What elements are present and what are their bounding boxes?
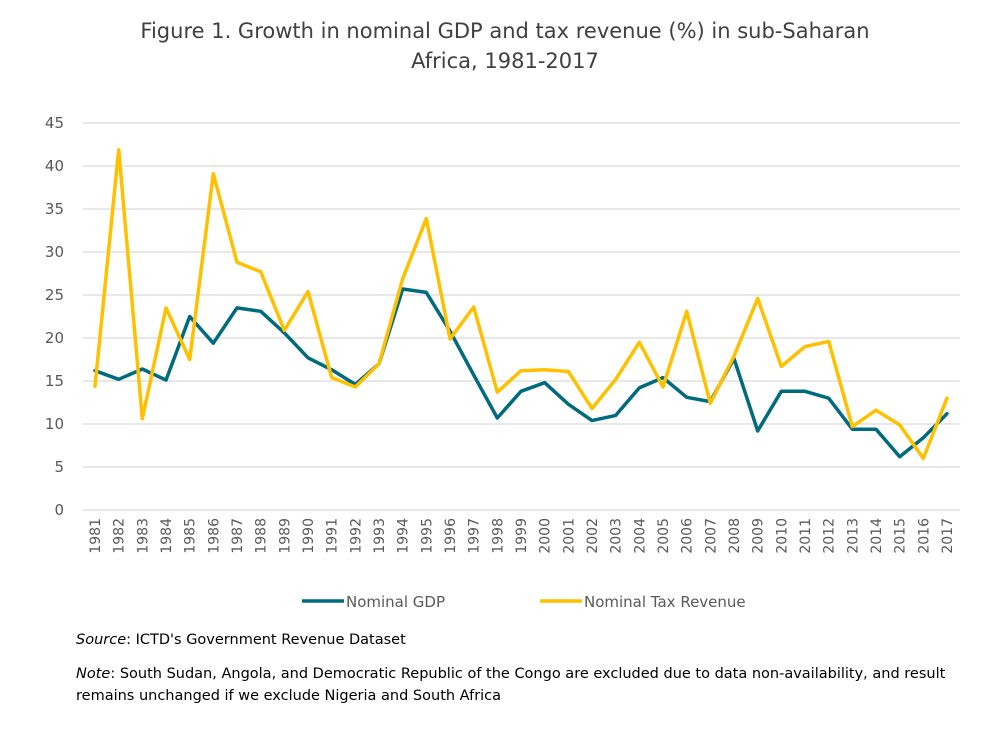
y-tick-label: 30 xyxy=(45,243,64,261)
x-tick-label: 1993 xyxy=(372,518,388,554)
x-tick-label: 1994 xyxy=(396,518,412,554)
x-tick-label: 1990 xyxy=(301,518,317,554)
note-text: : South Sudan, Angola, and Democratic Re… xyxy=(76,666,946,704)
x-tick-label: 2002 xyxy=(585,518,601,554)
y-tick-label: 15 xyxy=(45,372,64,390)
x-tick-label: 2013 xyxy=(845,518,861,554)
legend-label: Nominal GDP xyxy=(346,593,445,611)
source-text: : ICTD's Government Revenue Dataset xyxy=(126,632,406,648)
legend-label: Nominal Tax Revenue xyxy=(584,593,746,611)
x-tick-label: 2009 xyxy=(751,518,767,554)
x-tick-label: 1999 xyxy=(514,518,530,554)
y-tick-label: 40 xyxy=(45,157,64,175)
x-tick-label: 1981 xyxy=(88,518,104,554)
x-tick-label: 2006 xyxy=(680,518,696,554)
x-tick-label: 2001 xyxy=(561,518,577,554)
line-chart: 0 5 10 15 20 25 30 35 40 45 1981 1982 1983 1984 1985 19… xyxy=(45,114,960,611)
x-tick-label: 2012 xyxy=(822,518,838,554)
title-line-1: Figure 1. Growth in nominal GDP and tax … xyxy=(140,19,870,43)
x-tick-label: 1983 xyxy=(135,518,151,554)
x-tick-label: 2004 xyxy=(632,518,648,554)
x-tick-label: 1998 xyxy=(490,518,506,554)
y-tick-label: 5 xyxy=(54,458,64,476)
x-tick-label: 2000 xyxy=(538,518,554,554)
x-tick-label: 1991 xyxy=(325,518,341,554)
x-tick-label: 1982 xyxy=(112,518,128,554)
x-tick-label: 2014 xyxy=(869,518,885,554)
x-tick-label: 2016 xyxy=(916,518,932,554)
y-tick-label: 0 xyxy=(54,501,64,519)
x-tick-label: 1984 xyxy=(159,518,175,554)
series-line-nominal-gdp xyxy=(93,287,949,459)
x-tick-label: 1985 xyxy=(183,518,199,554)
footnote: Note: South Sudan, Angola, and Democrati… xyxy=(76,663,976,707)
x-tick-label: 1988 xyxy=(254,518,270,554)
y-tick-label: 35 xyxy=(45,200,64,218)
title-line-2: Africa, 1981-2017 xyxy=(411,49,599,73)
series-line-nominal-tax-revenue xyxy=(93,147,949,461)
y-tick-label: 20 xyxy=(45,329,64,347)
x-tick-label: 1989 xyxy=(277,518,293,554)
x-tick-label: 2005 xyxy=(656,518,672,554)
x-tick-label: 1987 xyxy=(230,518,246,554)
x-tick-label: 2017 xyxy=(940,518,956,554)
x-tick-label: 1997 xyxy=(467,518,483,554)
x-tick-label: 1995 xyxy=(419,518,435,554)
y-tick-label: 25 xyxy=(45,286,64,304)
source-note: Source: ICTD's Government Revenue Datase… xyxy=(76,629,976,651)
x-tick-label: 2008 xyxy=(727,518,743,554)
x-tick-label: 2011 xyxy=(798,518,814,554)
y-tick-label: 45 xyxy=(45,114,64,132)
chart-title: Figure 1. Growth in nominal GDP and tax … xyxy=(0,16,1000,76)
x-tick-label: 2007 xyxy=(703,518,719,554)
x-tick-label: 2003 xyxy=(609,518,625,554)
y-tick-label: 10 xyxy=(45,415,64,433)
x-tick-label: 1996 xyxy=(443,518,459,554)
x-tick-label: 1986 xyxy=(206,518,222,554)
x-tick-label: 2015 xyxy=(893,518,909,554)
x-tick-label: 2010 xyxy=(774,518,790,554)
source-label: Source xyxy=(76,632,127,648)
x-tick-label: 1992 xyxy=(348,518,364,554)
note-label: Note xyxy=(76,666,111,682)
